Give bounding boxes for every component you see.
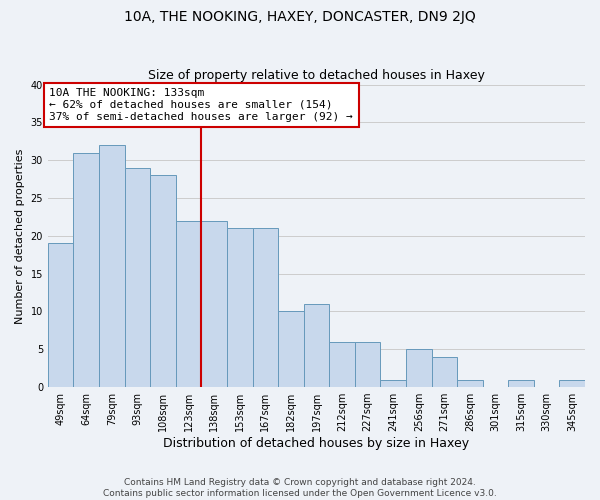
Bar — [329, 342, 355, 387]
Bar — [355, 342, 380, 387]
X-axis label: Distribution of detached houses by size in Haxey: Distribution of detached houses by size … — [163, 437, 470, 450]
Bar — [457, 380, 482, 387]
Text: Contains HM Land Registry data © Crown copyright and database right 2024.
Contai: Contains HM Land Registry data © Crown c… — [103, 478, 497, 498]
Bar — [431, 357, 457, 387]
Bar — [176, 220, 202, 387]
Bar — [73, 152, 99, 387]
Bar — [227, 228, 253, 387]
Text: 10A THE NOOKING: 133sqm
← 62% of detached houses are smaller (154)
37% of semi-d: 10A THE NOOKING: 133sqm ← 62% of detache… — [49, 88, 353, 122]
Bar — [278, 312, 304, 387]
Bar — [202, 220, 227, 387]
Bar — [48, 244, 73, 387]
Bar — [99, 145, 125, 387]
Bar — [253, 228, 278, 387]
Bar — [559, 380, 585, 387]
Bar — [304, 304, 329, 387]
Bar — [406, 350, 431, 387]
Bar — [508, 380, 534, 387]
Y-axis label: Number of detached properties: Number of detached properties — [15, 148, 25, 324]
Title: Size of property relative to detached houses in Haxey: Size of property relative to detached ho… — [148, 69, 485, 82]
Bar — [380, 380, 406, 387]
Text: 10A, THE NOOKING, HAXEY, DONCASTER, DN9 2JQ: 10A, THE NOOKING, HAXEY, DONCASTER, DN9 … — [124, 10, 476, 24]
Bar — [150, 176, 176, 387]
Bar — [125, 168, 150, 387]
